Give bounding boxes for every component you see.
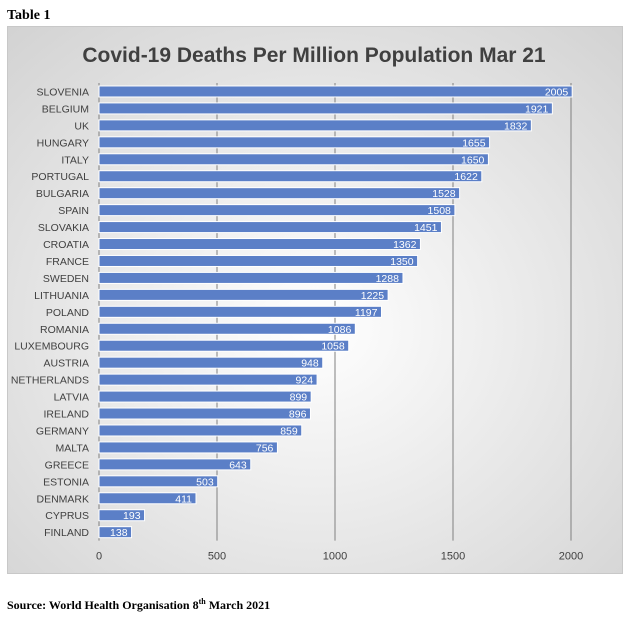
bar-value-label: 2005: [545, 86, 569, 98]
bar: [98, 322, 356, 335]
bars: 2005 1921 1832 1655 1650 1622 1528 1508 1451 1362…: [98, 85, 573, 539]
bar-value-label: 1508: [428, 205, 452, 217]
bar-value-label: 503: [196, 476, 214, 488]
bar: [98, 492, 197, 505]
x-tick-label: 2000: [559, 551, 583, 563]
category-label: ITALY: [61, 154, 89, 166]
category-label: SPAIN: [58, 205, 89, 217]
bar: [98, 475, 219, 488]
category-label: NETHERLANDS: [11, 375, 89, 387]
bar-value-label: 1528: [432, 188, 456, 200]
bar: [98, 221, 442, 234]
category-label: SLOVENIA: [36, 86, 89, 98]
category-label: POLAND: [46, 307, 90, 319]
bar: [98, 85, 573, 98]
bar-chart: Covid-19 Deaths Per Million Population M…: [7, 26, 623, 574]
category-label: AUSTRIA: [43, 358, 89, 370]
bar-value-label: 411: [175, 493, 192, 505]
table-label: Table 1: [7, 8, 51, 23]
bar: [98, 509, 146, 522]
bar-value-label: 924: [296, 375, 314, 387]
x-tick-label: 1500: [441, 551, 465, 563]
bar-value-label: 643: [229, 459, 247, 471]
bar-value-label: 948: [301, 358, 319, 370]
x-tick-label: 500: [208, 551, 226, 563]
category-label: ROMANIA: [40, 324, 89, 336]
bar-value-label: 1650: [461, 154, 485, 166]
source-prefix: Source: World Health Organisation 8: [7, 598, 199, 612]
source-note: Source: World Health Organisation 8th Ma…: [7, 597, 270, 613]
category-label: UK: [74, 120, 89, 132]
bar: [98, 254, 419, 267]
category-labels: SLOVENIA BELGIUM UK HUNGARY ITALY PORTUGAL BUL…: [11, 86, 90, 539]
category-label: IRELAND: [43, 409, 89, 421]
bar-value-label: 1451: [414, 222, 438, 234]
category-label: GERMANY: [36, 425, 89, 437]
source-superscript: th: [198, 597, 206, 606]
category-label: FRANCE: [46, 256, 89, 268]
bar-value-label: 1832: [504, 120, 528, 132]
bar: [98, 102, 553, 115]
category-label: GREECE: [45, 459, 89, 471]
bar-value-label: 896: [289, 409, 307, 421]
bar: [98, 424, 303, 437]
category-label: PORTUGAL: [31, 171, 89, 183]
bar: [98, 458, 252, 471]
bar: [98, 339, 350, 352]
bar: [98, 407, 311, 420]
x-axis-ticks: 0 500 1000 1500 2000: [96, 551, 583, 563]
bar: [98, 441, 278, 454]
category-label: LUXEMBOURG: [14, 341, 89, 353]
x-tick-label: 0: [96, 551, 102, 563]
category-label: SWEDEN: [43, 273, 89, 285]
category-label: SLOVAKIA: [38, 222, 89, 234]
bar: [98, 373, 318, 386]
bar-value-label: 859: [280, 425, 298, 437]
bar: [98, 136, 491, 149]
bar: [98, 153, 489, 166]
bar-value-label: 1350: [390, 256, 414, 268]
category-label: ESTONIA: [43, 476, 89, 488]
bar-value-label: 1622: [454, 171, 478, 183]
bar: [98, 271, 404, 284]
bar: [98, 170, 483, 183]
bar: [98, 305, 382, 318]
category-label: CYPRUS: [45, 510, 89, 522]
category-label: CROATIA: [43, 239, 89, 251]
chart-container: Covid-19 Deaths Per Million Population M…: [7, 26, 623, 574]
bar-value-label: 899: [290, 392, 308, 404]
bar: [98, 288, 389, 301]
chart-title: Covid-19 Deaths Per Million Population M…: [82, 44, 546, 67]
bar-value-label: 1655: [462, 137, 486, 149]
bar: [98, 204, 456, 217]
category-label: LATVIA: [54, 392, 89, 404]
category-label: MALTA: [56, 442, 89, 454]
category-label: BULGARIA: [36, 188, 89, 200]
category-label: LITHUANIA: [34, 290, 89, 302]
bar-value-label: 756: [256, 442, 274, 454]
category-label: HUNGARY: [37, 137, 89, 149]
bar: [98, 187, 461, 200]
bar-value-label: 1058: [321, 341, 345, 353]
bar-value-label: 1362: [393, 239, 417, 251]
bar-value-label: 1921: [525, 103, 549, 115]
bar-value-label: 1288: [376, 273, 400, 285]
x-tick-label: 1000: [323, 551, 347, 563]
bar-value-label: 1225: [361, 290, 385, 302]
source-suffix: March 2021: [205, 598, 271, 612]
bar-value-label: 193: [123, 510, 141, 522]
category-label: BELGIUM: [42, 103, 89, 115]
bar: [98, 238, 421, 251]
bar: [98, 526, 133, 539]
bar: [98, 119, 532, 132]
bar: [98, 390, 312, 403]
bar: [98, 356, 324, 369]
bar-value-label: 138: [110, 527, 128, 539]
category-label: DENMARK: [36, 493, 89, 505]
category-label: FINLAND: [44, 527, 89, 539]
bar-value-label: 1197: [355, 307, 378, 319]
bar-value-label: 1086: [328, 324, 352, 336]
